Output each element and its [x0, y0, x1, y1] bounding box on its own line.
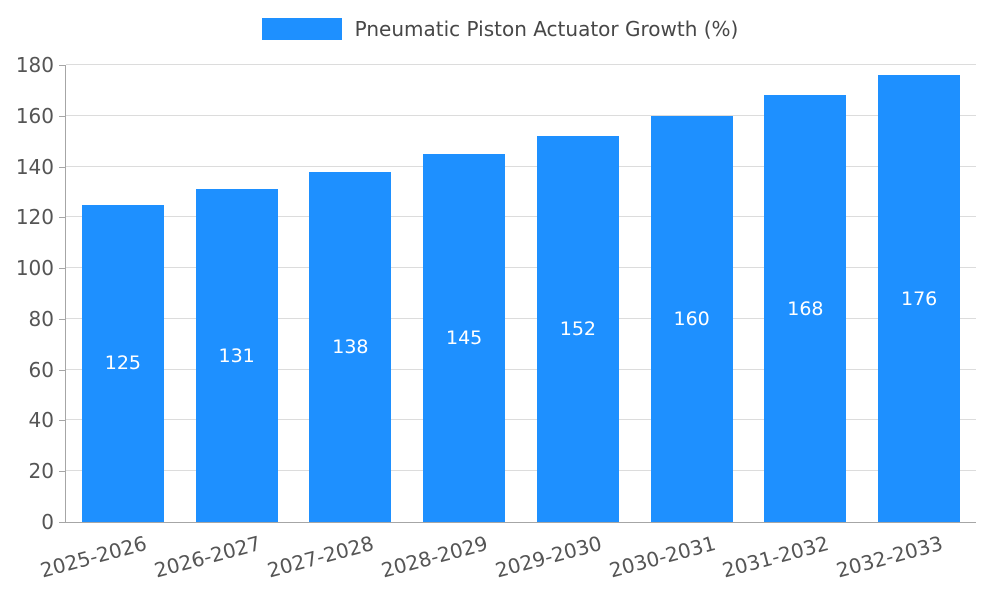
bar-value-label: 131: [218, 344, 255, 367]
y-axis-tick: [59, 268, 66, 270]
y-axis-tick-label: 20: [28, 459, 54, 484]
bar-value-label: 152: [559, 318, 596, 341]
gridline: [66, 267, 976, 269]
bar-2027-2028: 138: [309, 171, 392, 522]
x-axis-tick-label-text: 2027-2028: [265, 531, 377, 583]
y-axis-tick: [59, 217, 66, 219]
legend-color-swatch: [261, 18, 342, 40]
gridline: [66, 419, 976, 421]
y-axis-tick-label: 160: [15, 103, 54, 128]
y-axis-tick-label: 0: [41, 510, 54, 534]
gridline: [66, 165, 976, 167]
gridline: [66, 368, 976, 370]
gridline: [66, 114, 976, 116]
plot-area: 0 20 40 60 80 100 120 140 160 180 125 2025-2026 131 2…: [16, 53, 976, 582]
bar-2032-2033: 176: [878, 75, 961, 522]
bar-2026-2027: 131: [195, 189, 278, 522]
bar-2025-2026: 125: [81, 204, 164, 522]
y-axis-tick-label: 80: [28, 306, 54, 331]
y-axis-tick: [59, 369, 66, 371]
y-axis-tick: [59, 522, 66, 523]
y-axis-tick: [59, 471, 66, 473]
bar-value-label: 168: [787, 297, 824, 320]
y-axis-tick: [59, 115, 66, 117]
bar-value-label: 125: [104, 352, 141, 375]
y-axis-tick-label: 180: [15, 53, 54, 77]
gridline: [66, 216, 976, 218]
bar-2030-2031: 160: [650, 115, 733, 522]
y-axis-tick: [59, 318, 66, 320]
y-axis-tick: [59, 166, 66, 168]
y-axis-tick-label: 120: [15, 205, 54, 230]
bar-value-label: 145: [445, 326, 483, 349]
x-axis-tick-label-text: 2025-2026: [37, 531, 150, 583]
bar-value-label: 176: [900, 287, 938, 310]
gridline: [66, 470, 976, 472]
y-axis-tick-label: 40: [28, 408, 54, 433]
x-axis-tick-label-text: 2032-2033: [833, 531, 946, 583]
y-axis-tick: [59, 65, 66, 66]
y-axis-tick-label: 140: [15, 154, 54, 179]
x-axis-tick-label-text: 2030-2031: [606, 531, 718, 583]
x-axis-tick-label-text: 2031-2032: [720, 531, 832, 583]
bar-value-label: 138: [332, 335, 369, 358]
bar-2029-2030: 152: [536, 136, 619, 522]
y-axis-tick-label: 100: [15, 256, 54, 281]
x-axis-tick-label-text: 2026-2027: [151, 531, 263, 583]
bar-value-label: 160: [673, 307, 710, 330]
bar-2028-2029: 145: [423, 153, 506, 522]
x-axis-tick-label-text: 2029-2030: [492, 531, 605, 583]
gridline: [66, 64, 976, 65]
y-axis-tick: [59, 420, 66, 422]
chart-legend[interactable]: Pneumatic Piston Actuator Growth (%): [0, 17, 1000, 41]
y-axis-tick-label: 60: [28, 357, 54, 382]
bar-2031-2032: 168: [764, 95, 847, 522]
x-axis-tick-label-text: 2028-2029: [378, 531, 491, 583]
legend-label: Pneumatic Piston Actuator Growth (%): [354, 17, 739, 41]
gridline: [66, 317, 976, 319]
